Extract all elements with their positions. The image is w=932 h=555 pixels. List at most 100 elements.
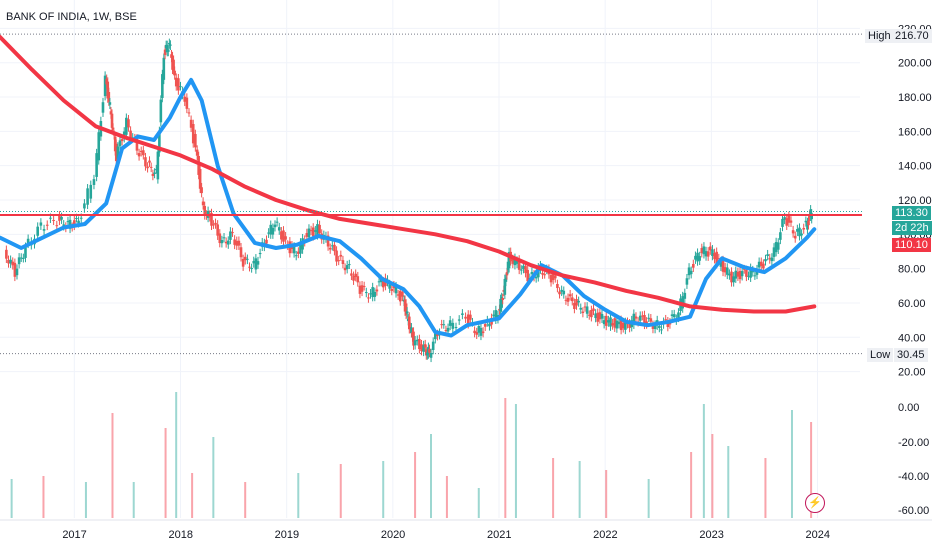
candle-body xyxy=(723,267,727,273)
candle-body xyxy=(422,345,425,352)
candle-body xyxy=(214,222,217,225)
candle-body xyxy=(335,250,338,262)
candle-body xyxy=(269,224,273,235)
candle-body xyxy=(645,321,648,325)
candle-body xyxy=(522,265,525,269)
candle-body xyxy=(698,256,701,261)
resistance-badge: 110.10 xyxy=(892,238,931,252)
candle-body xyxy=(526,269,529,282)
candle-body xyxy=(92,179,96,185)
candle-body xyxy=(802,227,806,230)
candle-body xyxy=(173,70,176,76)
candle-body xyxy=(619,319,623,331)
candle-body xyxy=(592,308,595,311)
candle-body xyxy=(649,318,653,322)
volume-bar xyxy=(445,476,448,518)
candle-body xyxy=(127,119,130,128)
candle-body xyxy=(331,245,334,247)
candle-body xyxy=(770,257,774,262)
candle-body xyxy=(282,230,285,242)
candle-body xyxy=(231,232,234,234)
volume-bar xyxy=(578,461,581,518)
candle-body xyxy=(407,316,411,330)
candle-body xyxy=(440,324,443,326)
candle-body xyxy=(507,252,511,269)
volume-bar xyxy=(514,404,517,518)
candle-body xyxy=(404,303,408,315)
candle-body xyxy=(424,349,428,356)
candle-body xyxy=(394,286,398,294)
candle-body xyxy=(412,331,415,346)
lightning-icon[interactable]: ⚡ xyxy=(805,493,825,513)
candle-body xyxy=(483,324,487,327)
candle-body xyxy=(216,224,219,236)
candle-body xyxy=(446,327,450,332)
candle-body xyxy=(144,157,147,167)
candle-body xyxy=(706,251,710,257)
candle-body xyxy=(783,217,786,220)
candle-body xyxy=(224,241,228,244)
candle-body xyxy=(500,297,503,308)
price-tick-label: 120.00 xyxy=(898,195,932,207)
candle-body xyxy=(343,267,347,271)
candle-body xyxy=(732,276,735,283)
candle-body xyxy=(734,270,738,279)
candle-body xyxy=(473,330,476,334)
candle-body xyxy=(250,267,253,269)
candle-body xyxy=(267,232,270,234)
candle-body xyxy=(534,277,538,279)
candle-body xyxy=(256,261,260,265)
candle-body xyxy=(503,278,507,295)
candle-body xyxy=(11,261,15,266)
candle-body xyxy=(191,124,195,144)
candle-body xyxy=(749,267,752,278)
candle-body xyxy=(745,269,748,277)
candle-body xyxy=(541,272,544,275)
candle-body xyxy=(165,44,169,53)
candle-body xyxy=(505,272,509,276)
candle-body xyxy=(583,306,587,308)
candle-body xyxy=(415,339,419,342)
candle-body xyxy=(226,240,230,245)
candle-body xyxy=(617,321,621,325)
candle-body xyxy=(429,352,433,358)
candle-body xyxy=(166,49,170,52)
candle-body xyxy=(689,270,693,275)
candle-body xyxy=(13,262,17,277)
candle-body xyxy=(598,312,602,320)
candle-body xyxy=(95,153,98,177)
candle-body xyxy=(428,348,431,353)
candle-body xyxy=(602,320,606,325)
candle-body xyxy=(277,227,281,231)
candle-body xyxy=(309,230,313,232)
candle-body xyxy=(436,334,439,337)
candle-body xyxy=(254,258,258,270)
candle-body xyxy=(694,255,697,260)
candle-body xyxy=(401,291,404,297)
candle-body xyxy=(5,249,8,259)
candle-body xyxy=(297,251,300,254)
candle-body xyxy=(371,287,374,298)
candle-body xyxy=(189,119,193,128)
candle-body xyxy=(169,44,172,46)
candle-body xyxy=(809,209,812,217)
candle-body xyxy=(590,309,593,318)
volume-bar xyxy=(339,464,342,518)
candle-body xyxy=(341,260,345,265)
candle-body xyxy=(83,203,86,209)
candle-body xyxy=(762,263,765,269)
candle-body xyxy=(666,321,670,328)
volume-bar xyxy=(764,458,767,518)
candle-body xyxy=(638,315,642,321)
candle-body xyxy=(577,300,580,303)
candle-body xyxy=(339,254,343,257)
candle-body xyxy=(275,221,279,223)
candle-body xyxy=(62,224,66,227)
volume-bar xyxy=(702,404,705,518)
candle-body xyxy=(45,224,49,226)
candle-body xyxy=(477,326,481,333)
candle-body xyxy=(568,294,572,297)
candle-body xyxy=(651,324,655,329)
candle-body xyxy=(86,188,89,205)
